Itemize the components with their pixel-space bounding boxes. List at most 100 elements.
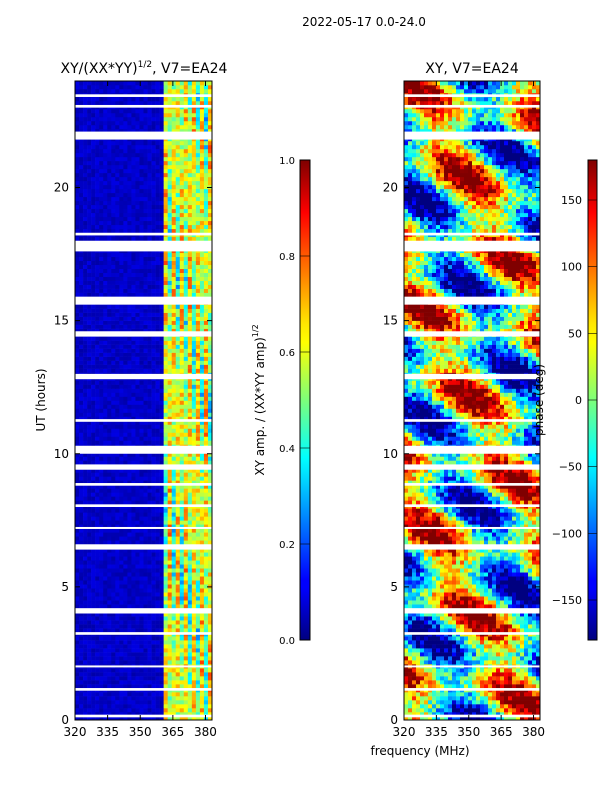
left-heatmap-cell — [127, 264, 132, 269]
left-heatmap-cell — [155, 428, 160, 433]
left-heatmap-cell — [75, 568, 80, 573]
left-heatmap-cell — [91, 352, 96, 357]
left-heatmap-cell — [135, 612, 140, 617]
left-heatmap-cell — [139, 212, 144, 218]
left-heatmap-cell — [159, 204, 164, 210]
left-heatmap-cell — [207, 380, 213, 385]
left-heatmap-cell — [107, 652, 112, 657]
left-heatmap-cell — [143, 416, 148, 421]
left-heatmap-cell — [83, 180, 88, 186]
left-heatmap-cell — [163, 280, 168, 285]
left-heatmap-cell — [139, 640, 144, 645]
left-heatmap-cell — [191, 672, 197, 677]
left-heatmap-cell — [203, 516, 209, 521]
left-heatmap-cell — [79, 656, 84, 661]
left-heatmap-cell — [207, 184, 213, 190]
left-heatmap-cell — [87, 612, 92, 617]
left-heatmap-cell — [83, 416, 88, 421]
left-heatmap-cell — [207, 628, 213, 633]
left-heatmap-cell — [123, 584, 128, 589]
left-heatmap-cell — [107, 452, 112, 457]
left-heatmap-cell — [103, 368, 108, 373]
left-heatmap-cell — [155, 712, 160, 717]
left-heatmap-cell — [87, 204, 92, 210]
left-heatmap-cell — [111, 360, 116, 365]
left-heatmap-cell — [143, 200, 148, 206]
left-heatmap-cell — [151, 596, 156, 601]
left-heatmap-cell — [171, 212, 177, 218]
left-heatmap-cell — [187, 176, 193, 182]
left-heatmap-cell — [199, 340, 205, 345]
left-heatmap-cell — [183, 208, 189, 214]
left-heatmap-cell — [203, 364, 209, 369]
left-heatmap-cell — [107, 564, 112, 569]
left-heatmap-cell — [199, 152, 205, 158]
left-heatmap-cell — [79, 432, 84, 437]
left-heatmap-cell — [187, 692, 193, 697]
left-heatmap-cell — [183, 548, 189, 553]
left-heatmap-cell — [115, 672, 120, 677]
left-heatmap-cell — [123, 392, 128, 397]
left-heatmap-cell — [135, 560, 140, 565]
left-heatmap-cell — [75, 192, 80, 198]
left-heatmap-cell — [191, 532, 197, 537]
left-heatmap-cell — [115, 452, 120, 457]
left-heatmap-cell — [95, 488, 100, 493]
left-heatmap-cell — [79, 676, 84, 681]
left-heatmap-cell — [99, 672, 104, 677]
left-heatmap-cell — [91, 396, 96, 401]
left-heatmap-cell — [111, 356, 116, 361]
left-heatmap-cell — [159, 252, 164, 258]
left-heatmap-cell — [159, 472, 164, 477]
left-heatmap-cell — [87, 212, 92, 218]
left-heatmap-cell — [163, 468, 168, 473]
left-heatmap-cell — [171, 552, 177, 557]
left-heatmap-cell — [175, 220, 181, 226]
left-heatmap-cell — [151, 668, 156, 673]
left-heatmap-cell — [143, 164, 148, 170]
left-heatmap-cell — [91, 164, 96, 170]
left-heatmap-cell — [119, 480, 124, 485]
left-heatmap-cell — [171, 172, 177, 178]
left-heatmap-cell — [75, 468, 80, 473]
left-heatmap-cell — [75, 672, 80, 677]
left-heatmap-cell — [135, 660, 140, 665]
left-heatmap-cell — [199, 208, 205, 214]
left-heatmap-cell — [175, 680, 181, 685]
left-heatmap-cell — [167, 204, 173, 210]
left-heatmap-cell — [151, 656, 156, 661]
left-heatmap-cell — [75, 288, 80, 293]
left-heatmap-cell — [207, 352, 213, 357]
left-heatmap-cell — [203, 328, 209, 333]
left-heatmap-cell — [87, 560, 92, 565]
left-heatmap-cell — [123, 304, 128, 309]
left-heatmap-cell — [199, 704, 205, 709]
left-heatmap-cell — [103, 396, 108, 401]
left-heatmap-cell — [143, 652, 148, 657]
left-heatmap-cell — [175, 652, 181, 657]
left-heatmap-cell — [147, 428, 152, 433]
left-heatmap-cell — [191, 188, 197, 194]
left-heatmap-cell — [143, 144, 148, 150]
left-heatmap-cell — [75, 272, 80, 277]
left-heatmap-cell — [119, 708, 124, 713]
left-heatmap-cell — [131, 292, 136, 297]
left-heatmap-cell — [147, 316, 152, 321]
left-heatmap-cell — [87, 596, 92, 601]
left-heatmap-cell — [167, 268, 173, 273]
left-heatmap-cell — [187, 152, 193, 158]
left-heatmap-cell — [103, 400, 108, 405]
left-heatmap-cell — [115, 164, 120, 170]
left-heatmap-cell — [175, 612, 181, 617]
left-heatmap-cell — [207, 636, 213, 641]
left-heatmap-cell — [131, 356, 136, 361]
left-heatmap-cell — [187, 496, 193, 501]
left-heatmap-cell — [107, 292, 112, 297]
left-heatmap-cell — [75, 316, 80, 321]
left-heatmap-cell — [99, 360, 104, 365]
left-heatmap-cell — [79, 572, 84, 577]
left-heatmap-cell — [79, 316, 84, 321]
left-heatmap-cell — [111, 308, 116, 313]
left-heatmap-cell — [135, 288, 140, 293]
left-heatmap-cell — [199, 192, 205, 198]
